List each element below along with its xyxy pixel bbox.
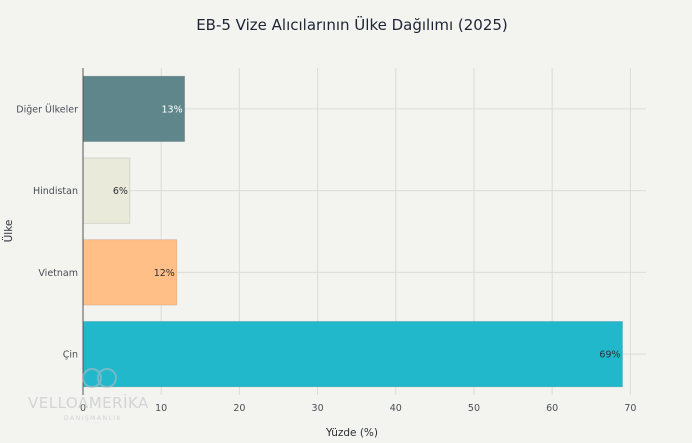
x-axis-label: Yüzde (%) — [325, 427, 378, 439]
bar — [82, 239, 178, 306]
watermark-sub: DANIŞMANLIK — [64, 415, 122, 422]
x-tick-label: 40 — [390, 403, 402, 414]
chart-title: EB-5 Vize Alıcılarının Ülke Dağılımı (20… — [196, 15, 508, 34]
bar-layer: 13% 6% 12% 69% — [82, 75, 623, 388]
x-tick-label: 30 — [312, 403, 324, 414]
bar-value-label: 6% — [113, 186, 128, 197]
y-tick-label: Hindistan — [33, 186, 78, 197]
x-tick-label: 60 — [546, 403, 558, 414]
y-tick-label: Diğer Ülkeler — [16, 104, 78, 115]
bar-value-label: 13% — [162, 104, 183, 115]
watermark-brand: VELLOAMERİKA — [28, 393, 149, 412]
x-tick-label: 10 — [155, 403, 167, 414]
x-tick-label: 20 — [233, 403, 245, 414]
watermark-logo: VELLOAMERİKA DANIŞMANLIK — [28, 362, 168, 428]
x-tick-label: 70 — [624, 403, 636, 414]
x-tick-label: 0 — [80, 403, 86, 414]
bar — [82, 75, 186, 142]
y-tick-label: Çin — [63, 350, 78, 361]
tick-layer: 0 10 20 30 40 50 60 70 Diğer Ülkeler Hindistan Vie… — [16, 104, 636, 414]
bar-value-label: 12% — [154, 268, 175, 279]
y-tick-label: Vietnam — [38, 268, 78, 279]
x-tick-label: 50 — [468, 403, 480, 414]
bar — [82, 157, 131, 224]
y-axis-label: Ülke — [2, 220, 15, 243]
bar-value-label: 69% — [599, 350, 620, 361]
bar — [82, 321, 623, 388]
